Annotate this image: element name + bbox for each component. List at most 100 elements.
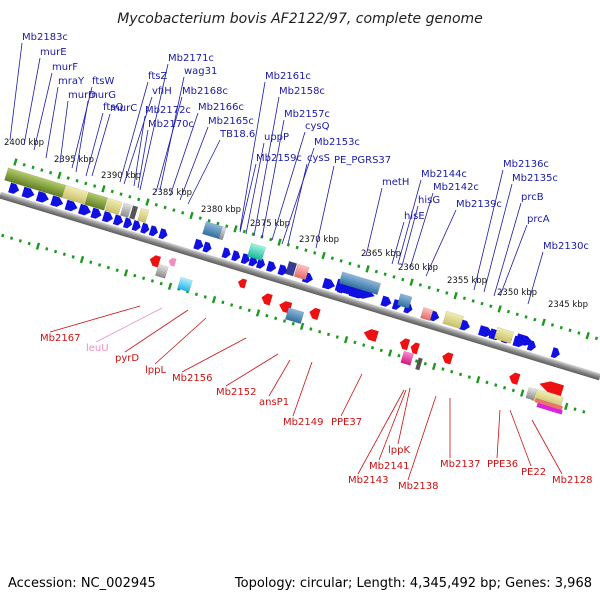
forward-gene-arrow: [478, 325, 493, 338]
gene-label-top: Mb2158c: [279, 86, 325, 97]
gene-label-top: Mb2130c: [543, 241, 589, 252]
tick-mark: [172, 208, 176, 212]
tick-mark: [445, 291, 449, 295]
forward-gene-arrow: [158, 228, 168, 240]
tick-mark: [221, 300, 225, 305]
tick-mark: [84, 181, 88, 186]
tick-mark: [45, 247, 49, 251]
leader-line: [473, 169, 504, 291]
cog-block: [129, 205, 139, 220]
cog-block: [493, 326, 515, 344]
leader-line: [239, 163, 257, 233]
leader-line: [357, 389, 405, 475]
tick-mark: [150, 279, 154, 283]
tick-mark: [225, 224, 229, 228]
forward-gene-arrow: [255, 257, 266, 269]
forward-gene-arrow: [78, 203, 91, 216]
leader-line: [59, 100, 69, 164]
cog-block: [61, 184, 89, 205]
tick-mark: [339, 259, 343, 263]
tick-mark: [431, 362, 437, 371]
tick-mark: [233, 225, 238, 233]
leader-line: [85, 112, 104, 177]
tick-mark: [133, 273, 137, 278]
gene-label-top: murE: [40, 47, 67, 58]
leader-line: [179, 126, 209, 201]
tick-mark: [494, 383, 498, 387]
cog-block: [104, 197, 123, 216]
tick-mark: [441, 367, 445, 371]
feature-tracks: [4, 167, 565, 415]
reverse-gene-arrow: [399, 338, 411, 351]
cog-block: [396, 293, 413, 309]
tick-mark: [286, 243, 290, 247]
backbone-bar: [0, 191, 600, 381]
leader-line: [531, 419, 563, 475]
cog-block: [247, 242, 267, 262]
forward-gene-arrow: [221, 247, 231, 259]
gene-label-bottom: Mb2143: [348, 475, 388, 486]
gene-label-top: Mb2139c: [456, 199, 502, 210]
forward-gene-arrow: [78, 203, 91, 216]
leader-line: [155, 96, 183, 193]
tick-mark: [313, 251, 317, 255]
gene-label-bottom: Mb2141: [369, 461, 409, 472]
gene-label-top: Mb2172c: [145, 105, 191, 116]
gene-label-top: Mb2165c: [208, 116, 254, 127]
cog-block: [415, 357, 423, 371]
gene-label-top: Mb2157c: [284, 109, 330, 120]
gene-label-top: Mb2159c: [256, 153, 302, 164]
tick-mark: [57, 171, 62, 180]
forward-gene-arrow: [277, 264, 288, 276]
tick-mark: [374, 269, 378, 274]
tick-mark: [35, 242, 41, 250]
tick-mark: [370, 345, 375, 350]
cog-block: [396, 293, 413, 309]
gene-label-bottom: ansP1: [259, 397, 289, 408]
gene-label-bottom: Mb2128: [552, 475, 592, 486]
gene-label-top: wag31: [184, 66, 217, 77]
forward-gene-arrow: [158, 228, 168, 240]
forward-gene-arrow: [277, 264, 288, 276]
forward-gene-arrow: [101, 211, 113, 223]
leader-line: [225, 353, 279, 387]
tick-mark: [343, 335, 349, 344]
leader-line: [292, 361, 313, 417]
cog-block: [536, 402, 563, 415]
leader-line: [124, 309, 189, 353]
reverse-gene-arrow: [238, 278, 248, 289]
tick-mark: [211, 295, 217, 304]
tick-mark: [66, 176, 70, 180]
tick-mark: [194, 292, 199, 297]
tick-mark: [277, 238, 282, 246]
cog-block: [61, 184, 89, 205]
tick-mark: [299, 322, 305, 331]
forward-gene-arrow: [322, 277, 335, 290]
tick-mark: [458, 372, 463, 377]
leader-line: [154, 317, 207, 365]
forward-gene-arrow: [550, 347, 560, 359]
forward-gene-arrow: [90, 207, 102, 219]
gene-label-bottom: PPE36: [487, 459, 518, 470]
cog-block: [119, 202, 133, 218]
reverse-gene-arrow: [399, 338, 411, 351]
reverse-gene-arrow: [442, 352, 454, 365]
forward-gene-arrow: [231, 250, 241, 262]
tick-mark: [163, 205, 167, 210]
leader-line: [409, 192, 434, 269]
gene-label-bottom: Mb2167: [40, 333, 80, 344]
gene-label-top: ftsW: [92, 76, 114, 87]
tick-mark: [387, 349, 393, 357]
leader-line: [397, 387, 411, 445]
tick-mark: [123, 269, 129, 277]
forward-gene-arrow: [122, 217, 133, 229]
leader-line: [75, 100, 89, 173]
forward-gene-arrow: [131, 220, 141, 231]
tick-mark: [49, 170, 53, 175]
tick-mark: [467, 375, 471, 379]
cog-block: [154, 263, 169, 279]
tick-mark: [573, 407, 577, 411]
tick-mark: [154, 203, 158, 207]
leader-line: [496, 409, 501, 459]
